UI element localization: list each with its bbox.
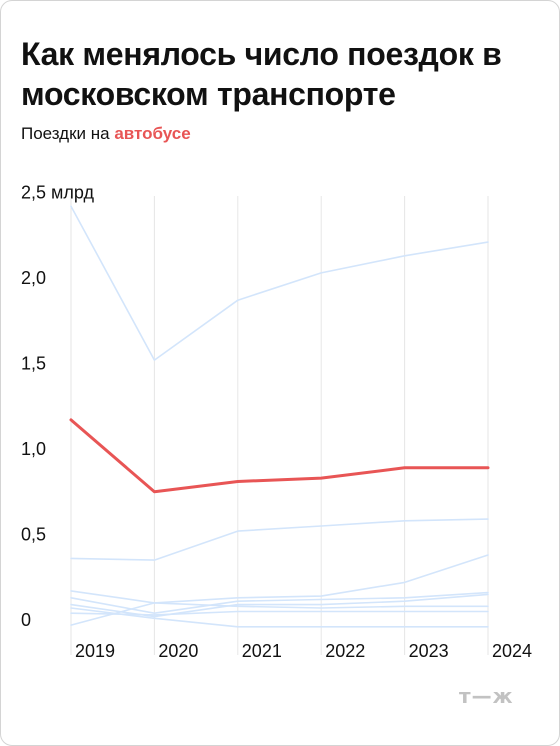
y-tick-label: 1,5 [21, 354, 46, 374]
series-lines [69, 205, 490, 628]
subtitle-highlight: автобусе [114, 124, 191, 143]
series-line [70, 205, 489, 361]
series-line-highlight [69, 418, 490, 494]
grid-lines [70, 196, 489, 655]
x-tick-label: 2019 [75, 641, 115, 661]
subtitle-prefix: Поездки на [21, 124, 115, 143]
x-tick-label: 2023 [409, 641, 449, 661]
x-tick-label: 2024 [492, 641, 532, 661]
y-tick-label: 2,0 [21, 268, 46, 288]
chart-subtitle: Поездки на автобусе [21, 122, 191, 146]
y-tick-label: 1,0 [21, 439, 46, 459]
brand-logo: т—ж [459, 684, 514, 708]
x-tick-label: 2022 [325, 641, 365, 661]
series-line [70, 518, 489, 561]
series-line [70, 602, 489, 626]
x-axis-ticks: 2019 2020 2021 2022 2023 2024 [75, 641, 532, 661]
y-tick-label: 0 [21, 610, 31, 630]
x-tick-label: 2020 [158, 641, 198, 661]
y-tick-label: 0,5 [21, 525, 46, 545]
y-tick-label: 2,5 млрд [21, 183, 94, 203]
chart-title: Как менялось число поездок в московском … [21, 36, 502, 112]
series-line [70, 610, 489, 616]
series-line [70, 607, 489, 628]
y-axis-ticks: 2,5 млрд 2,0 1,5 1,0 0,5 0 [21, 183, 94, 631]
series-line [70, 554, 489, 604]
x-tick-label: 2021 [242, 641, 282, 661]
series-line [70, 591, 489, 615]
